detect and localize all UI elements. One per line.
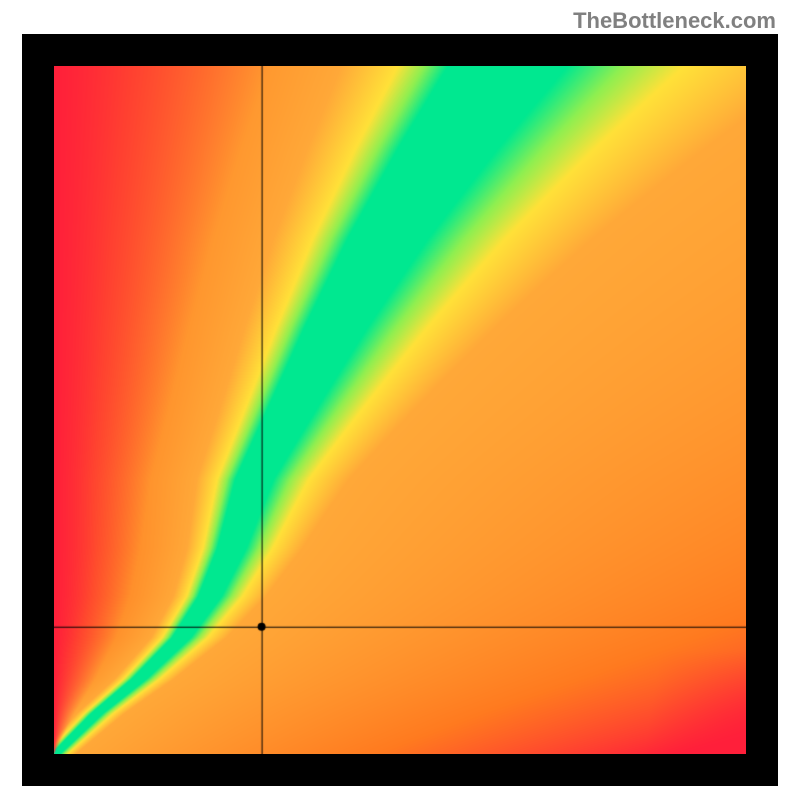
watermark-text: TheBottleneck.com (573, 8, 776, 34)
chart-frame (22, 34, 778, 786)
plot-area (54, 66, 746, 754)
heatmap-canvas (54, 66, 746, 754)
chart-container: TheBottleneck.com (0, 0, 800, 800)
